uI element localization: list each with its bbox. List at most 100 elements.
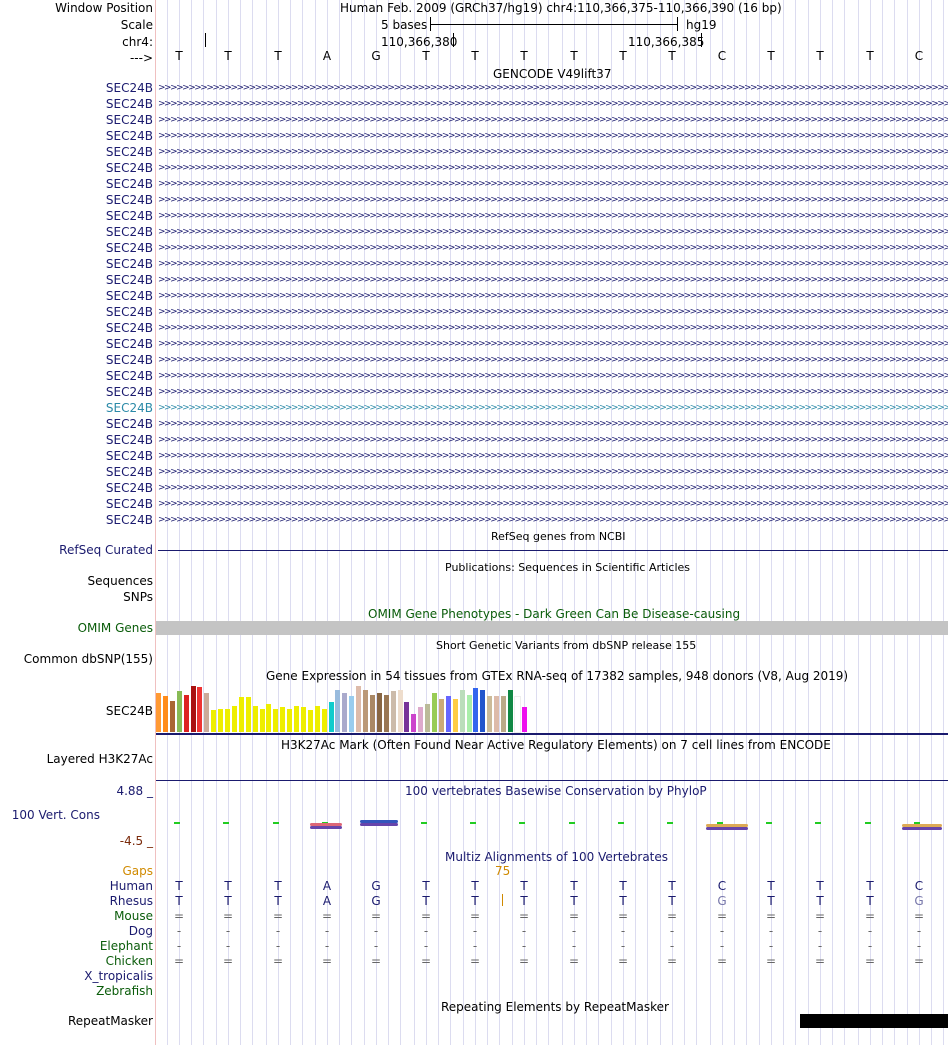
gencode-transcript-label[interactable]: SEC24B: [105, 481, 153, 495]
gtex-bar-chart[interactable]: [156, 684, 556, 733]
gtex-tissue-bar[interactable]: [190, 686, 196, 732]
omim-gene-bar[interactable]: [156, 621, 948, 635]
gencode-transcript-intron[interactable]: >>>>>>>>>>>>>>>>>>>>>>>>>>>>>>>>>>>>>>>>…: [158, 212, 948, 221]
conservation-track-label[interactable]: 100 Vert. Cons: [11, 808, 100, 822]
gtex-tissue-bar[interactable]: [425, 704, 431, 732]
gtex-tissue-bar[interactable]: [183, 695, 189, 732]
gtex-tissue-bar[interactable]: [204, 693, 210, 732]
refseq-track-title[interactable]: RefSeq genes from NCBI: [491, 530, 626, 543]
gtex-tissue-bar[interactable]: [480, 690, 486, 732]
gtex-tissue-bar[interactable]: [369, 695, 375, 732]
gencode-transcript-intron[interactable]: >>>>>>>>>>>>>>>>>>>>>>>>>>>>>>>>>>>>>>>>…: [158, 324, 948, 333]
gtex-tissue-bar[interactable]: [266, 704, 272, 732]
gencode-transcript-intron[interactable]: >>>>>>>>>>>>>>>>>>>>>>>>>>>>>>>>>>>>>>>>…: [158, 436, 948, 445]
gtex-tissue-bar[interactable]: [521, 707, 527, 732]
gtex-tissue-bar[interactable]: [459, 690, 465, 732]
gtex-tissue-bar[interactable]: [418, 707, 424, 732]
gtex-tissue-bar[interactable]: [307, 710, 313, 732]
gencode-transcript-label[interactable]: SEC24B: [105, 385, 153, 399]
gencode-transcript-intron[interactable]: >>>>>>>>>>>>>>>>>>>>>>>>>>>>>>>>>>>>>>>>…: [158, 292, 948, 301]
gtex-tissue-bar[interactable]: [383, 695, 389, 732]
gencode-transcript-intron[interactable]: >>>>>>>>>>>>>>>>>>>>>>>>>>>>>>>>>>>>>>>>…: [158, 196, 948, 205]
snps-track-label[interactable]: SNPs: [123, 590, 153, 604]
gtex-tissue-bar[interactable]: [252, 706, 258, 732]
gencode-transcript-intron[interactable]: >>>>>>>>>>>>>>>>>>>>>>>>>>>>>>>>>>>>>>>>…: [158, 228, 948, 237]
gtex-tissue-bar[interactable]: [162, 696, 168, 732]
gencode-transcript-intron[interactable]: >>>>>>>>>>>>>>>>>>>>>>>>>>>>>>>>>>>>>>>>…: [158, 148, 948, 157]
repeat-element-block[interactable]: [800, 1014, 948, 1028]
gtex-tissue-bar[interactable]: [432, 693, 437, 732]
gtex-tissue-bar[interactable]: [321, 709, 327, 732]
h3k27ac-track-label[interactable]: Layered H3K27Ac: [46, 752, 153, 766]
refseq-track-label[interactable]: RefSeq Curated: [59, 543, 153, 557]
gencode-transcript-label[interactable]: SEC24B: [105, 161, 153, 175]
gtex-tissue-bar[interactable]: [494, 696, 500, 732]
gencode-transcript-intron[interactable]: >>>>>>>>>>>>>>>>>>>>>>>>>>>>>>>>>>>>>>>>…: [158, 180, 948, 189]
gtex-tissue-bar[interactable]: [294, 706, 299, 732]
gtex-tissue-bar[interactable]: [335, 690, 341, 732]
gencode-transcript-label[interactable]: SEC24B: [105, 113, 153, 127]
gtex-tissue-bar[interactable]: [349, 696, 355, 732]
gtex-tissue-bar[interactable]: [404, 702, 410, 732]
gencode-transcript-label[interactable]: SEC24B: [105, 193, 153, 207]
gencode-transcript-label[interactable]: SEC24B: [105, 273, 153, 287]
gencode-transcript-intron[interactable]: >>>>>>>>>>>>>>>>>>>>>>>>>>>>>>>>>>>>>>>>…: [158, 404, 948, 413]
sequences-track-label[interactable]: Sequences: [87, 574, 153, 588]
gtex-tissue-bar[interactable]: [507, 690, 513, 732]
publications-track-title[interactable]: Publications: Sequences in Scientific Ar…: [445, 561, 690, 574]
dbsnp-track-title[interactable]: Short Genetic Variants from dbSNP releas…: [436, 639, 697, 652]
gencode-track-title[interactable]: GENCODE V49lift37: [493, 67, 612, 81]
gencode-transcript-label[interactable]: SEC24B: [105, 417, 153, 431]
gtex-tissue-bar[interactable]: [156, 693, 161, 732]
gtex-tissue-bar[interactable]: [466, 695, 472, 732]
gencode-transcript-label[interactable]: SEC24B: [105, 177, 153, 191]
h3k27ac-track-title[interactable]: H3K27Ac Mark (Often Found Near Active Re…: [281, 738, 831, 752]
gtex-tissue-bar[interactable]: [225, 709, 230, 732]
gencode-transcript-intron[interactable]: >>>>>>>>>>>>>>>>>>>>>>>>>>>>>>>>>>>>>>>>…: [158, 276, 948, 285]
gencode-transcript-intron[interactable]: >>>>>>>>>>>>>>>>>>>>>>>>>>>>>>>>>>>>>>>>…: [158, 500, 948, 509]
gencode-transcript-label[interactable]: SEC24B: [105, 465, 153, 479]
gencode-transcript-intron[interactable]: >>>>>>>>>>>>>>>>>>>>>>>>>>>>>>>>>>>>>>>>…: [158, 372, 948, 381]
gtex-tissue-bar[interactable]: [363, 690, 368, 732]
omim-track-title[interactable]: OMIM Gene Phenotypes - Dark Green Can Be…: [368, 607, 741, 621]
gencode-transcript-intron[interactable]: >>>>>>>>>>>>>>>>>>>>>>>>>>>>>>>>>>>>>>>>…: [158, 100, 948, 109]
gtex-tissue-bar[interactable]: [218, 709, 224, 732]
gtex-tissue-bar[interactable]: [273, 709, 279, 732]
gencode-transcript-label[interactable]: SEC24B: [105, 449, 153, 463]
gtex-tissue-bar[interactable]: [438, 699, 444, 732]
gencode-transcript-intron[interactable]: >>>>>>>>>>>>>>>>>>>>>>>>>>>>>>>>>>>>>>>>…: [158, 516, 948, 525]
gtex-tissue-bar[interactable]: [169, 701, 175, 732]
gencode-transcript-label[interactable]: SEC24B: [105, 129, 153, 143]
gencode-transcript-label[interactable]: SEC24B: [105, 81, 153, 95]
repeatmasker-track-title[interactable]: Repeating Elements by RepeatMasker: [441, 1000, 669, 1014]
gencode-transcript-label[interactable]: SEC24B: [105, 369, 153, 383]
omim-track-label[interactable]: OMIM Genes: [77, 621, 153, 635]
gtex-tissue-bar[interactable]: [231, 706, 237, 732]
gencode-transcript-label[interactable]: SEC24B: [105, 497, 153, 511]
gtex-tissue-bar[interactable]: [390, 691, 396, 732]
gtex-tissue-bar[interactable]: [411, 714, 417, 732]
gtex-tissue-bar[interactable]: [328, 702, 334, 732]
gtex-tissue-bar[interactable]: [197, 687, 203, 732]
gtex-tissue-bar[interactable]: [176, 691, 182, 732]
gtex-tissue-bar[interactable]: [280, 707, 286, 732]
gencode-transcript-label[interactable]: SEC24B: [105, 321, 153, 335]
gtex-tissue-bar[interactable]: [445, 696, 451, 732]
refseq-gene-line[interactable]: [158, 550, 948, 551]
gtex-tissue-bar[interactable]: [342, 693, 348, 732]
gtex-track-title[interactable]: Gene Expression in 54 tissues from GTEx …: [266, 669, 849, 683]
gtex-tissue-bar[interactable]: [452, 699, 458, 732]
gtex-tissue-bar[interactable]: [300, 707, 306, 732]
gencode-transcript-label[interactable]: SEC24B: [105, 209, 153, 223]
gencode-transcript-intron[interactable]: >>>>>>>>>>>>>>>>>>>>>>>>>>>>>>>>>>>>>>>>…: [158, 164, 948, 173]
gencode-transcript-label[interactable]: SEC24B: [105, 97, 153, 111]
gtex-tissue-bar[interactable]: [397, 690, 403, 732]
gencode-transcript-intron[interactable]: >>>>>>>>>>>>>>>>>>>>>>>>>>>>>>>>>>>>>>>>…: [158, 340, 948, 349]
multiz-track-title[interactable]: Multiz Alignments of 100 Vertebrates: [445, 850, 669, 864]
gencode-transcript-intron[interactable]: >>>>>>>>>>>>>>>>>>>>>>>>>>>>>>>>>>>>>>>>…: [158, 388, 948, 397]
gtex-tissue-bar[interactable]: [501, 696, 506, 732]
dbsnp-track-label[interactable]: Common dbSNP(155): [23, 652, 153, 666]
gencode-transcript-label[interactable]: SEC24B: [105, 145, 153, 159]
gencode-transcript-intron[interactable]: >>>>>>>>>>>>>>>>>>>>>>>>>>>>>>>>>>>>>>>>…: [158, 244, 948, 253]
repeatmasker-track-label[interactable]: RepeatMasker: [67, 1014, 153, 1028]
